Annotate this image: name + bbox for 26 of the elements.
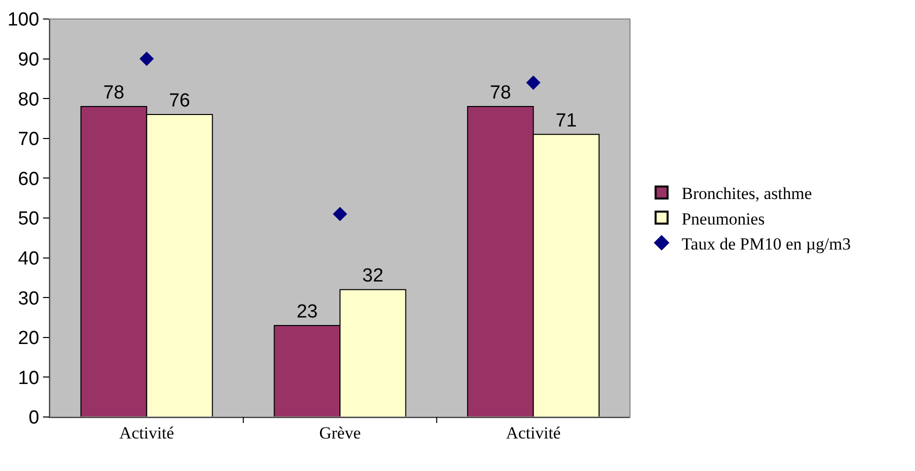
data-label: 78 xyxy=(103,82,124,104)
point xyxy=(332,206,348,222)
data-label: 78 xyxy=(490,82,512,104)
data-label: 23 xyxy=(296,301,318,322)
x-tick-label: Activité xyxy=(506,423,561,442)
legend-label: Pneumonies xyxy=(682,209,765,228)
legend-label: Taux de PM10 en µg/m3 xyxy=(682,234,851,254)
point xyxy=(526,76,540,90)
y-tick-label: 70 xyxy=(18,129,40,150)
data-label: 32 xyxy=(362,266,384,287)
data-label: 76 xyxy=(168,90,190,112)
point xyxy=(140,52,154,66)
y-tick-label: 0 xyxy=(28,408,40,429)
y-tick-label: 100 xyxy=(7,10,40,31)
y-tick-label: 10 xyxy=(18,368,40,389)
y-tick-label: 80 xyxy=(18,89,40,110)
y-tick-label: 50 xyxy=(18,208,40,230)
y-tick-label: 30 xyxy=(18,288,40,310)
data-label: 71 xyxy=(556,110,577,132)
x-tick-label: Activité xyxy=(119,423,174,442)
y-tick-label: 90 xyxy=(18,49,40,70)
legend-label: Bronchites, asthme xyxy=(682,184,812,204)
y-tick-label: 60 xyxy=(18,168,40,190)
y-tick-label: 20 xyxy=(18,328,40,350)
y-tick-label: 40 xyxy=(18,248,40,270)
x-tick-label: Grève xyxy=(319,423,361,442)
